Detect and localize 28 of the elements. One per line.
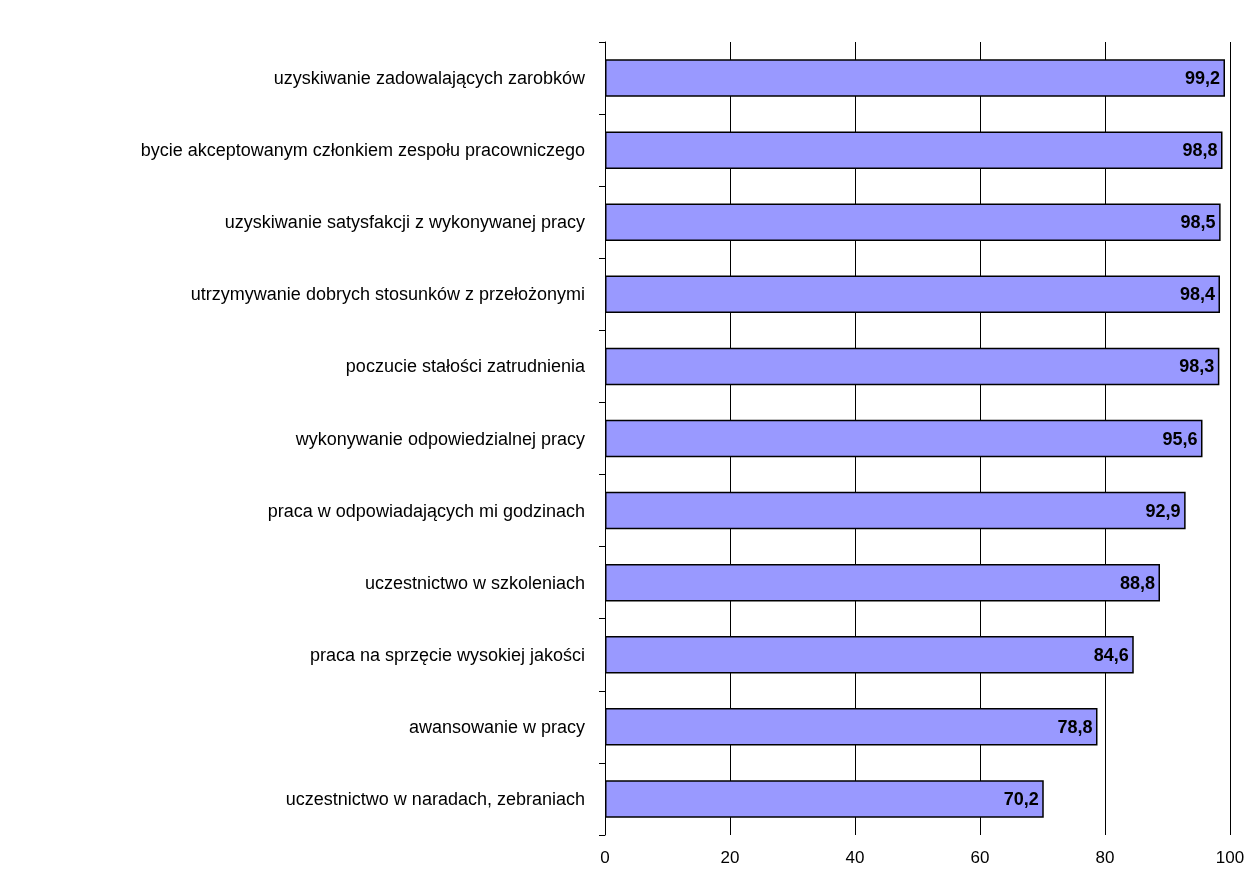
y-tick-label: uczestnictwo w szkoleniach bbox=[364, 572, 585, 593]
y-tick-label: wykonywanie odpowiedzialnej pracy bbox=[294, 428, 585, 449]
x-tick-label: 0 bbox=[600, 848, 610, 867]
x-tick-label: 80 bbox=[1095, 848, 1115, 867]
data-label: 98,5 bbox=[1180, 212, 1216, 233]
data-label: 84,6 bbox=[1093, 644, 1129, 665]
y-tick-label: uczestnictwo w naradach, zebraniach bbox=[285, 788, 585, 809]
y-tick-label: utrzymywanie dobrych stosunków z przełożonymi bbox=[190, 284, 585, 305]
data-label: 98,3 bbox=[1179, 356, 1215, 377]
x-tick-label: 60 bbox=[970, 848, 990, 867]
data-label: 78,8 bbox=[1057, 716, 1093, 737]
data-label: 99,2 bbox=[1184, 68, 1220, 89]
data-label: 98,4 bbox=[1179, 284, 1215, 305]
data-label: 88,8 bbox=[1119, 572, 1155, 593]
y-tick-label: poczucie stałości zatrudnienia bbox=[345, 356, 586, 377]
y-tick-label: bycie akceptowanym członkiem zespołu pracowniczego bbox=[140, 140, 585, 161]
y-tick-label: uzyskiwanie zadowalających zarobków bbox=[273, 68, 586, 89]
data-label: 95,6 bbox=[1162, 428, 1198, 449]
y-tick-label: awansowanie w pracy bbox=[408, 716, 585, 737]
data-label: 92,9 bbox=[1145, 500, 1181, 521]
y-tick-label: praca na sprzęcie wysokiej jakości bbox=[309, 644, 585, 665]
y-tick-label: uzyskiwanie satysfakcji z wykonywanej pracy bbox=[224, 212, 585, 233]
data-label: 70,2 bbox=[1003, 788, 1039, 809]
x-tick-label: 40 bbox=[845, 848, 865, 867]
y-tick-label: praca w odpowiadających mi godzinach bbox=[267, 500, 585, 521]
x-tick-label: 20 bbox=[720, 848, 740, 867]
x-tick-label: 100 bbox=[1215, 848, 1245, 867]
data-label: 98,8 bbox=[1182, 140, 1218, 161]
